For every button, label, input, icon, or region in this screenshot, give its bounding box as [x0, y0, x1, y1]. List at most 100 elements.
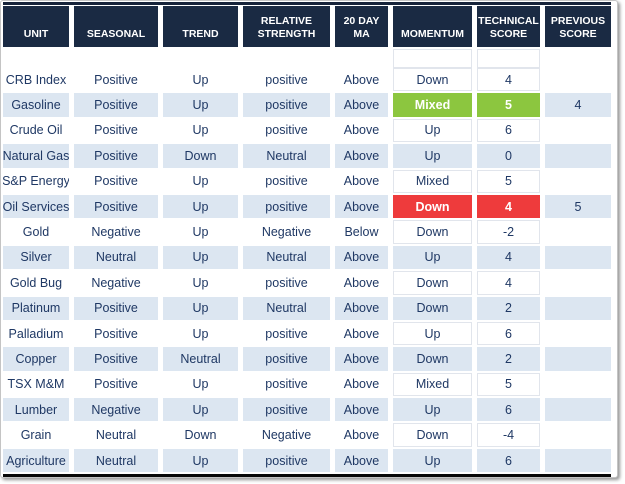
momentum-cell: Down [393, 271, 472, 297]
unit-cell: CRB Index [3, 68, 69, 94]
previous-score-cell [545, 321, 611, 348]
trend-cell: Up [163, 68, 238, 94]
previous-score-cell [545, 347, 611, 373]
relative-strength-cell: Negative [243, 220, 330, 246]
seasonal-cell: Negative [74, 398, 158, 424]
relative-strength-cell: positive [243, 93, 330, 119]
spacer-row [3, 49, 611, 68]
ma-20-cell: Above [335, 68, 388, 94]
relative-strength-cell: positive [243, 68, 330, 94]
momentum-cell: Down [393, 68, 472, 94]
unit-cell: Platinum [3, 296, 69, 322]
spacer-cell [477, 49, 540, 68]
unit-cell: Oil Services [3, 194, 69, 221]
column-header-20-day-ma: 20 DAY MA [335, 6, 388, 47]
trend-cell: Neutral [163, 347, 238, 373]
ma-20-cell: Above [335, 321, 388, 348]
ma-20-cell: Above [335, 296, 388, 322]
unit-cell: Gasoline [3, 93, 69, 119]
technical-score-cell: 6 [477, 321, 540, 348]
relative-strength-cell: positive [243, 194, 330, 221]
ma-20-cell: Above [335, 144, 388, 170]
seasonal-cell: Positive [74, 296, 158, 322]
relative-strength-cell: positive [243, 448, 330, 475]
trend-cell: Up [163, 194, 238, 221]
seasonal-cell: Negative [74, 220, 158, 246]
unit-cell: S&P Energy [3, 169, 69, 195]
unit-cell: Palladium [3, 321, 69, 348]
trend-cell: Up [163, 448, 238, 475]
ma-20-cell: Above [335, 169, 388, 195]
table-top-border [3, 2, 611, 5]
previous-score-cell [545, 68, 611, 94]
trend-cell: Up [163, 271, 238, 297]
technical-score-cell: 0 [477, 144, 540, 170]
ma-20-cell: Above [335, 347, 388, 373]
trend-cell: Up [163, 398, 238, 424]
relative-strength-cell: Neutral [243, 245, 330, 272]
technical-score-cell: 4 [477, 245, 540, 272]
seasonal-cell: Positive [74, 144, 158, 170]
relative-strength-cell: positive [243, 321, 330, 348]
spacer-cell [3, 49, 69, 68]
technical-score-cell: 5 [477, 93, 540, 119]
spacer-cell [545, 49, 611, 68]
spacer-cell [335, 49, 388, 68]
ma-20-cell: Above [335, 194, 388, 221]
momentum-cell: Up [393, 118, 472, 145]
previous-score-cell [545, 245, 611, 272]
momentum-cell: Down [393, 220, 472, 246]
momentum-cell: Up [393, 144, 472, 170]
unit-cell: Gold Bug [3, 271, 69, 297]
momentum-cell: Mixed [393, 93, 472, 119]
column-header-momentum: MOMENTUM [393, 6, 472, 47]
relative-strength-cell: positive [243, 398, 330, 424]
previous-score-cell [545, 398, 611, 424]
column-header-unit: UNIT [3, 6, 69, 47]
momentum-cell: Up [393, 321, 472, 348]
seasonal-cell: Neutral [74, 448, 158, 475]
technical-score-cell: 5 [477, 169, 540, 195]
technical-score-cell: -4 [477, 423, 540, 449]
unit-cell: Lumber [3, 398, 69, 424]
momentum-cell: Mixed [393, 372, 472, 399]
ma-20-cell: Above [335, 423, 388, 449]
spacer-cell [163, 49, 238, 68]
relative-strength-cell: positive [243, 372, 330, 399]
seasonal-cell: Neutral [74, 245, 158, 272]
technical-score-cell: 2 [477, 347, 540, 373]
ma-20-cell: Below [335, 220, 388, 246]
relative-strength-cell: positive [243, 118, 330, 145]
relative-strength-cell: positive [243, 347, 330, 373]
momentum-cell: Down [393, 423, 472, 449]
previous-score-cell: 5 [545, 194, 611, 221]
ma-20-cell: Above [335, 118, 388, 145]
previous-score-cell [545, 118, 611, 145]
relative-strength-cell: positive [243, 169, 330, 195]
trend-cell: Up [163, 169, 238, 195]
ma-20-cell: Above [335, 398, 388, 424]
screenshot-frame: UNIT SEASONAL TREND RELATIVE STRENGTH 20… [0, 0, 618, 478]
trend-cell: Down [163, 144, 238, 170]
technical-score-cell: 6 [477, 398, 540, 424]
ma-20-cell: Above [335, 245, 388, 272]
table-bottom-border [3, 474, 611, 477]
table-header-row: UNIT SEASONAL TREND RELATIVE STRENGTH 20… [3, 6, 611, 47]
relative-strength-cell: Negative [243, 423, 330, 449]
seasonal-cell: Neutral [74, 423, 158, 449]
previous-score-cell [545, 296, 611, 322]
unit-cell: Copper [3, 347, 69, 373]
technical-score-cell: 4 [477, 194, 540, 221]
technical-score-cell: 4 [477, 271, 540, 297]
relative-strength-cell: Neutral [243, 144, 330, 170]
trend-cell: Up [163, 220, 238, 246]
trend-cell: Up [163, 372, 238, 399]
technical-score-cell: 2 [477, 296, 540, 322]
seasonal-cell: Positive [74, 347, 158, 373]
column-header-relative-strength: RELATIVE STRENGTH [243, 6, 330, 47]
momentum-cell: Down [393, 347, 472, 373]
technical-score-cell: -2 [477, 220, 540, 246]
unit-cell: TSX M&M [3, 372, 69, 399]
unit-cell: Grain [3, 423, 69, 449]
previous-score-cell [545, 169, 611, 195]
